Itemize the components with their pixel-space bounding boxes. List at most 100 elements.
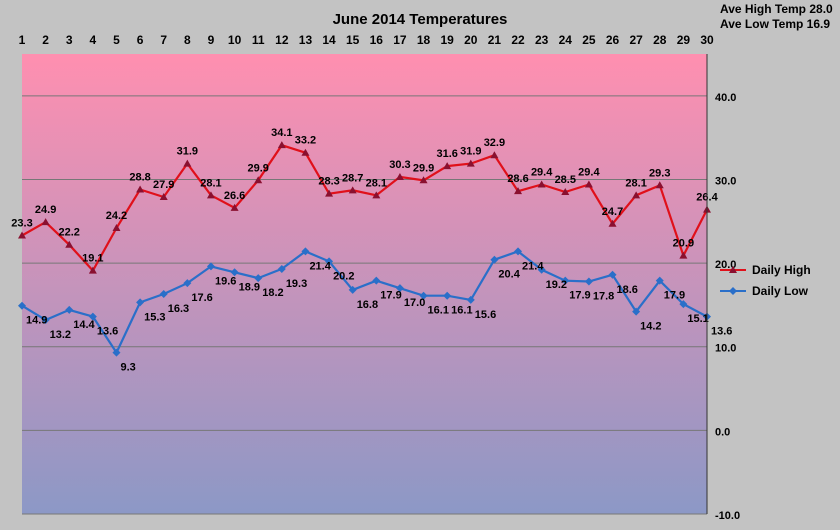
low-data-label: 15.6 [475,309,496,321]
high-marker [679,251,688,259]
high-data-label: 28.1 [200,177,221,189]
daily-high-line [21,143,708,273]
high-data-label: 28.5 [555,174,576,186]
x-tick-label: 1 [19,33,26,47]
high-data-label: 29.9 [413,162,434,174]
low-marker [348,285,357,294]
low-marker [632,307,641,316]
low-data-label: 18.9 [239,281,260,293]
high-marker [301,148,310,156]
low-marker [514,247,523,256]
x-tick-label: 9 [208,33,215,47]
low-marker [88,312,97,321]
high-data-label: 23.3 [11,217,32,229]
low-marker [41,315,50,324]
x-tick-label: 22 [511,33,525,47]
high-marker [395,172,404,180]
low-marker [301,247,310,256]
legend-low-marker [729,287,737,295]
x-tick-label: 30 [700,33,714,47]
plot-area [22,54,707,514]
high-marker [230,203,239,211]
high-marker [254,176,263,184]
high-marker [348,186,357,194]
high-data-label: 29.9 [247,162,268,174]
x-tick-label: 7 [160,33,167,47]
low-data-label: 17.6 [191,292,212,304]
high-marker [18,231,26,239]
low-marker [206,262,215,271]
low-data-label: 17.9 [664,290,685,302]
high-marker [514,187,523,195]
legend: Daily High Daily Low [720,263,811,298]
high-data-label: 33.2 [295,135,316,147]
high-marker [159,193,168,201]
high-data-label: 31.9 [177,146,198,158]
high-marker [561,188,570,195]
low-marker [561,276,570,285]
series-layer [18,141,711,357]
low-data-label: 14.2 [640,321,661,333]
high-data-label: 27.9 [153,179,174,191]
x-tick-label: 23 [535,33,549,47]
low-data-label: 21.4 [309,260,331,272]
low-data-label: 16.8 [357,299,378,311]
low-data-label: 20.2 [333,270,354,282]
y-tick-label: 10.0 [715,343,736,355]
high-data-label: 28.1 [625,177,646,189]
low-marker [277,264,286,273]
high-marker [41,218,50,226]
low-marker [372,276,381,285]
low-data-label: 15.1 [687,313,708,325]
low-data-label: 21.4 [522,260,544,272]
high-data-label: 28.7 [342,172,363,184]
legend-high-marker [729,266,737,273]
ave-high-annotation: Ave High Temp 28.0 [720,2,833,16]
x-tick-label: 29 [677,33,691,47]
x-tick-label: 10 [228,33,242,47]
x-axis-ticks: 1 2 3 4 5 6 7 8 9 10 11 12 13 14 15 16 17 18 19 20 21 22 23 24 2… [19,33,714,47]
x-tick-label: 12 [275,33,289,47]
y-axis-ticks: -10.0 0.0 10.0 20.0 30.0 40.0 [715,92,740,522]
low-marker [537,265,546,274]
high-marker [537,180,546,188]
high-marker [372,191,381,199]
data-labels: 23.324.922.219.124.228.827.931.928.126.6… [11,127,732,373]
low-data-label: 17.9 [380,290,401,302]
x-tick-label: 26 [606,33,620,47]
low-marker [466,295,475,304]
x-tick-label: 2 [42,33,49,47]
y-tick-label: 40.0 [715,92,736,104]
high-data-label: 31.9 [460,146,481,158]
high-data-label: 28.6 [507,173,528,185]
high-marker [419,176,428,184]
low-data-label: 16.3 [168,303,189,315]
high-marker [136,185,145,193]
high-data-label: 22.2 [59,227,80,239]
daily-low-series [18,247,711,357]
x-tick-label: 3 [66,33,73,47]
low-data-label: 9.3 [120,362,135,374]
high-marker [88,266,97,274]
x-tick-label: 8 [184,33,191,47]
high-data-label: 30.3 [389,159,410,171]
low-marker [325,257,334,266]
low-marker [679,300,688,309]
high-data-label: 32.9 [484,137,505,149]
high-marker [584,180,593,188]
low-marker [584,277,593,286]
low-marker [655,276,664,285]
y-tick-label: 0.0 [715,426,730,438]
high-marker [206,191,215,199]
low-data-label: 16.1 [451,305,472,317]
low-data-label: 20.4 [498,269,520,281]
low-data-label: 13.2 [50,329,71,341]
low-data-label: 16.1 [428,305,449,317]
x-tick-label: 6 [137,33,144,47]
high-marker [490,151,499,159]
low-data-label: 13.6 [97,326,118,338]
high-data-label: 28.8 [129,171,150,183]
x-tick-label: 24 [559,33,573,47]
x-tick-label: 11 [252,33,265,47]
